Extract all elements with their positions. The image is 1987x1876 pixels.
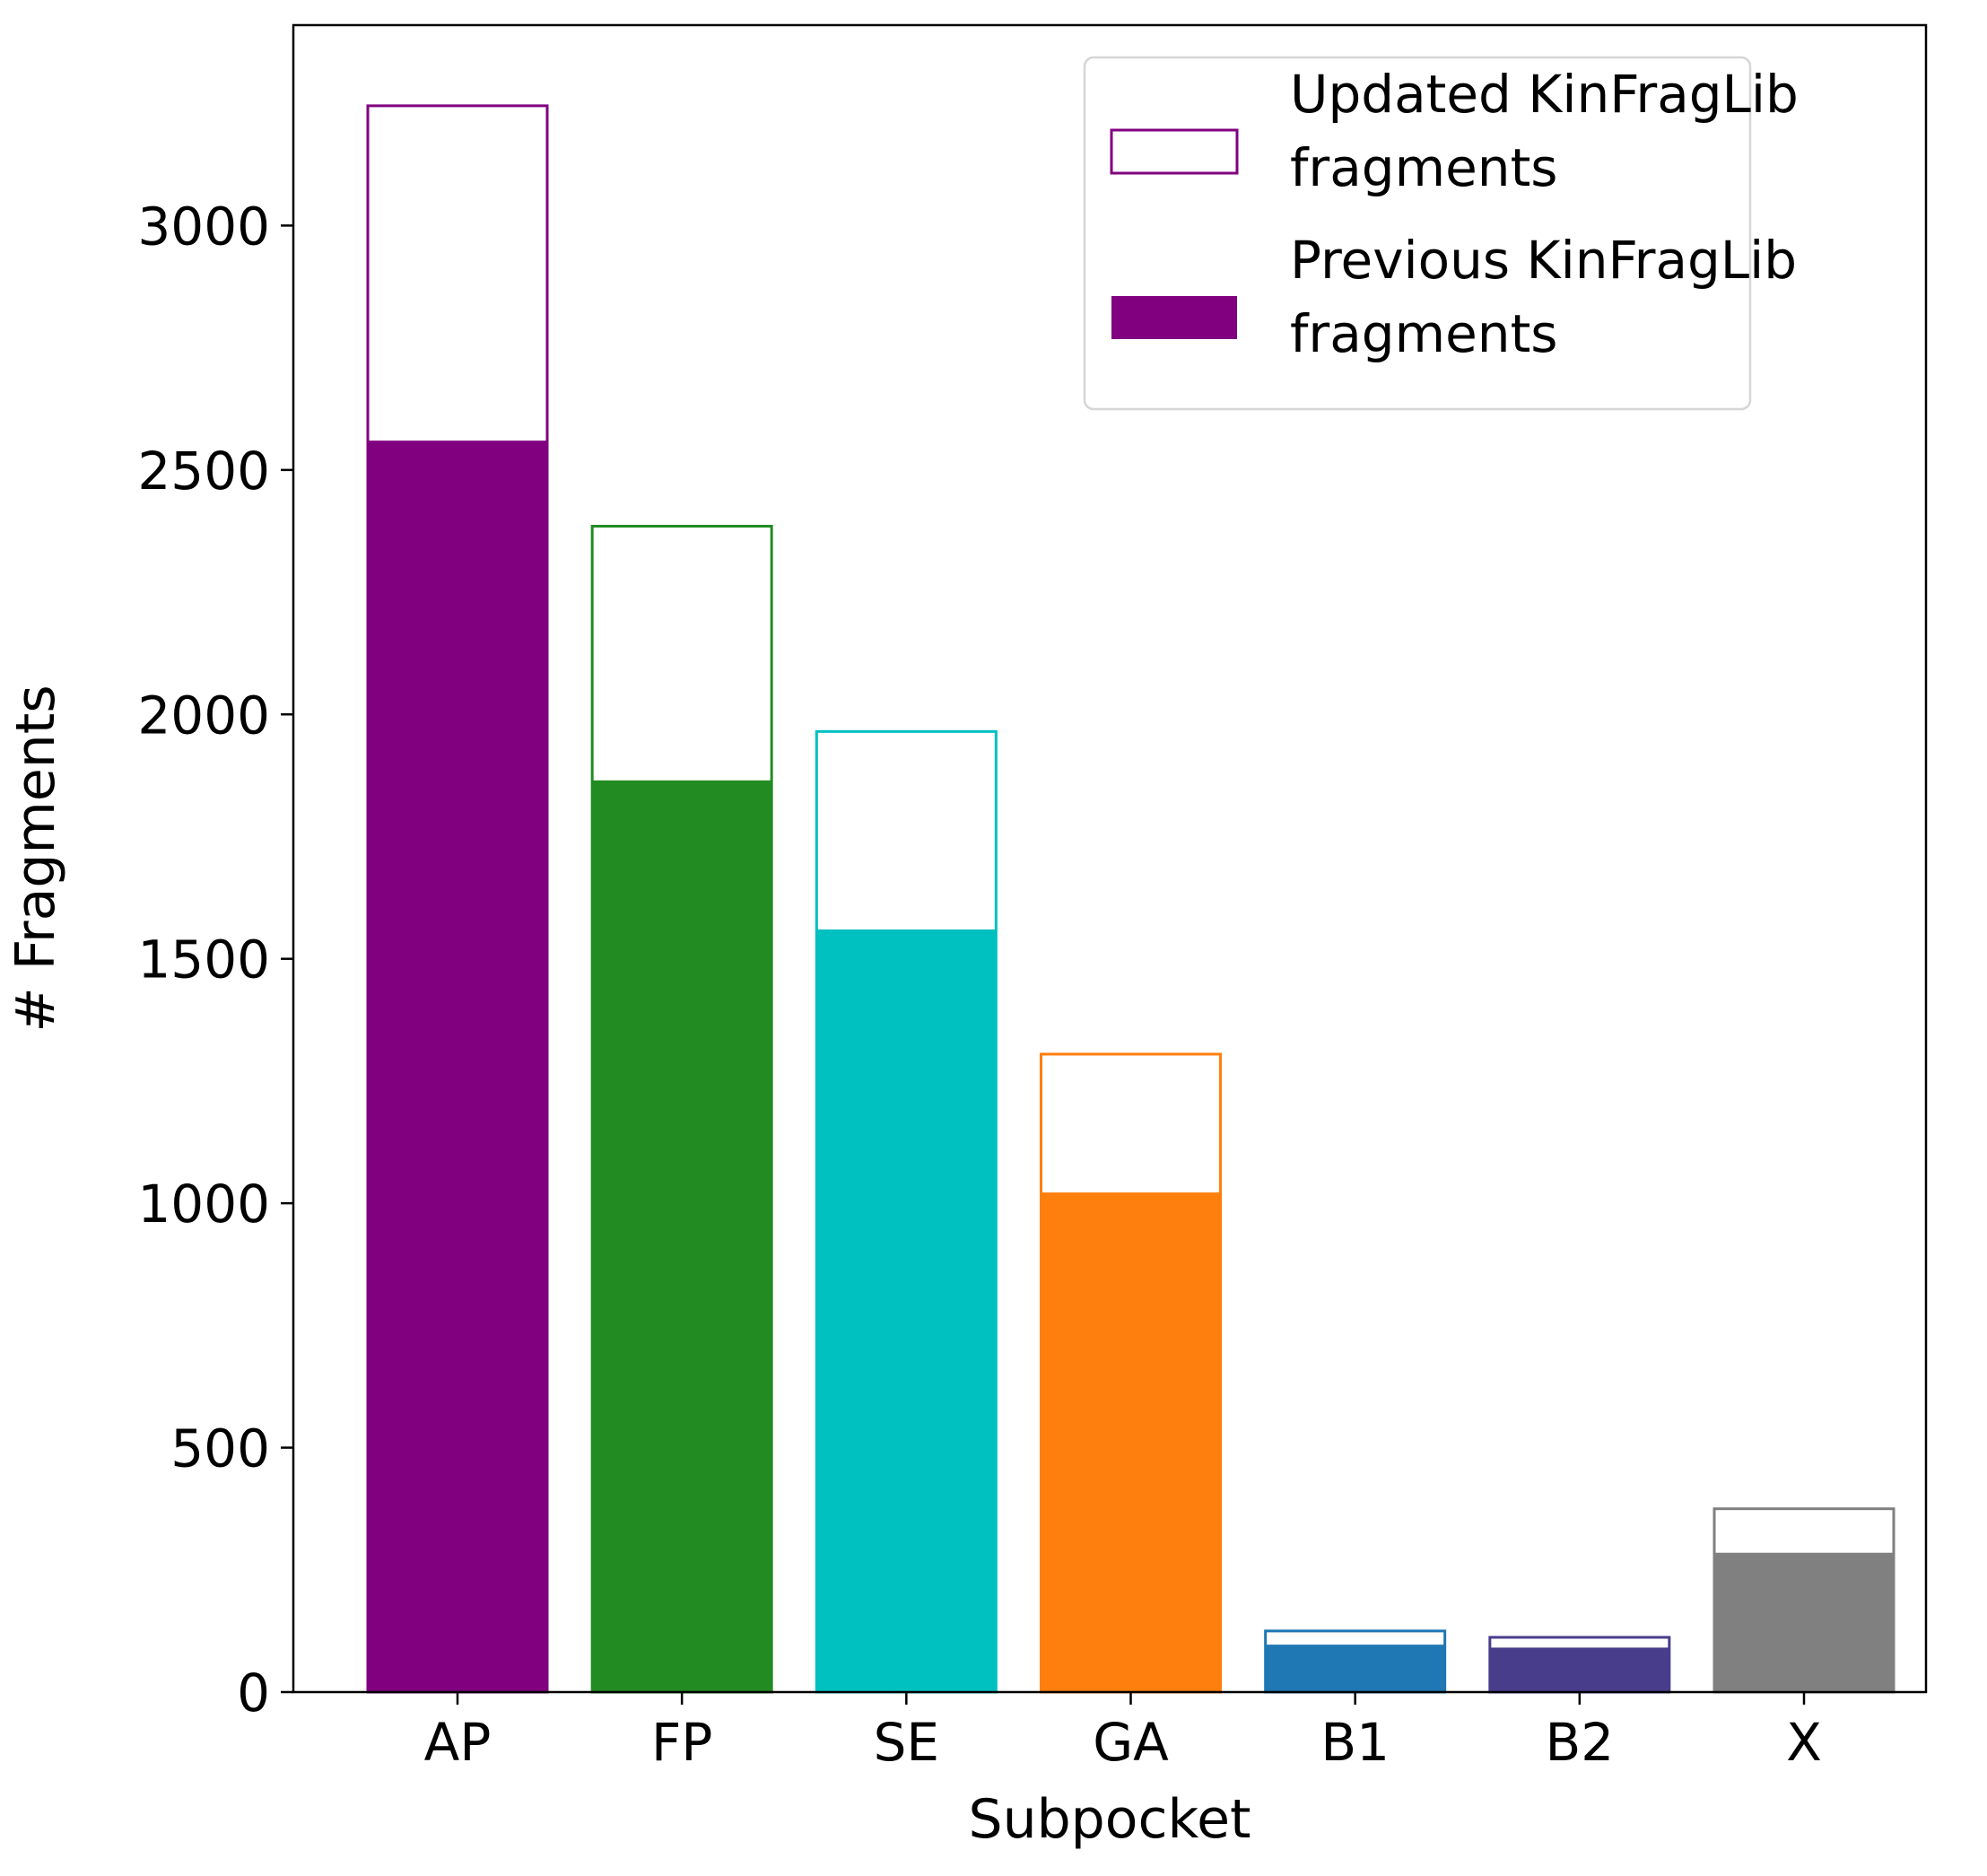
bar-previous-ap xyxy=(368,441,547,1692)
x-tick-label-x: X xyxy=(1786,1712,1822,1773)
y-tick-label: 1500 xyxy=(137,929,270,990)
legend-swatch-updated xyxy=(1110,128,1239,175)
x-tick-label-ga: GA xyxy=(1093,1712,1169,1773)
legend-box xyxy=(1083,56,1752,411)
x-tick-label-b2: B2 xyxy=(1545,1712,1614,1773)
bar-previous-x xyxy=(1714,1552,1894,1692)
legend-label-updated: Updated KinFragLib xyxy=(1290,64,1799,125)
bar-previous-fp xyxy=(592,780,772,1692)
x-axis-label: Subpocket xyxy=(968,1788,1251,1851)
plot-frame xyxy=(292,23,1928,1694)
y-tick-label: 500 xyxy=(170,1418,270,1479)
bar-previous-b1 xyxy=(1265,1645,1445,1692)
legend-label-updated: fragments xyxy=(1290,137,1558,198)
legend: Updated KinFragLib fragments Previous KinF… xyxy=(1083,56,1799,411)
x-tick-label-b1: B1 xyxy=(1320,1712,1390,1773)
legend-label-previous: Previous KinFragLib xyxy=(1290,230,1797,291)
legend-label-previous: fragments xyxy=(1290,303,1558,364)
bars-layer xyxy=(366,104,1895,1694)
bar-previous-b2 xyxy=(1489,1647,1669,1692)
bar-previous-ga xyxy=(1041,1192,1221,1692)
legend-swatch-previous xyxy=(1111,296,1237,339)
y-tick-label: 2500 xyxy=(137,441,270,502)
bar-previous-se xyxy=(816,929,997,1692)
y-axis: 0 500 1000 1500 2000 2500 3000 xyxy=(137,196,293,1723)
y-tick-label: 0 xyxy=(237,1662,270,1723)
x-tick-label-ap: AP xyxy=(424,1712,492,1773)
y-tick-label: 2000 xyxy=(137,685,270,746)
y-axis-label: # Fragments xyxy=(4,685,67,1032)
x-tick-label-se: SE xyxy=(874,1712,939,1773)
y-tick-label: 1000 xyxy=(137,1174,270,1235)
y-tick-label: 3000 xyxy=(137,196,270,257)
x-axis: AP FP SE GA B1 B2 X xyxy=(424,1692,1822,1773)
x-tick-label-fp: FP xyxy=(651,1712,712,1773)
